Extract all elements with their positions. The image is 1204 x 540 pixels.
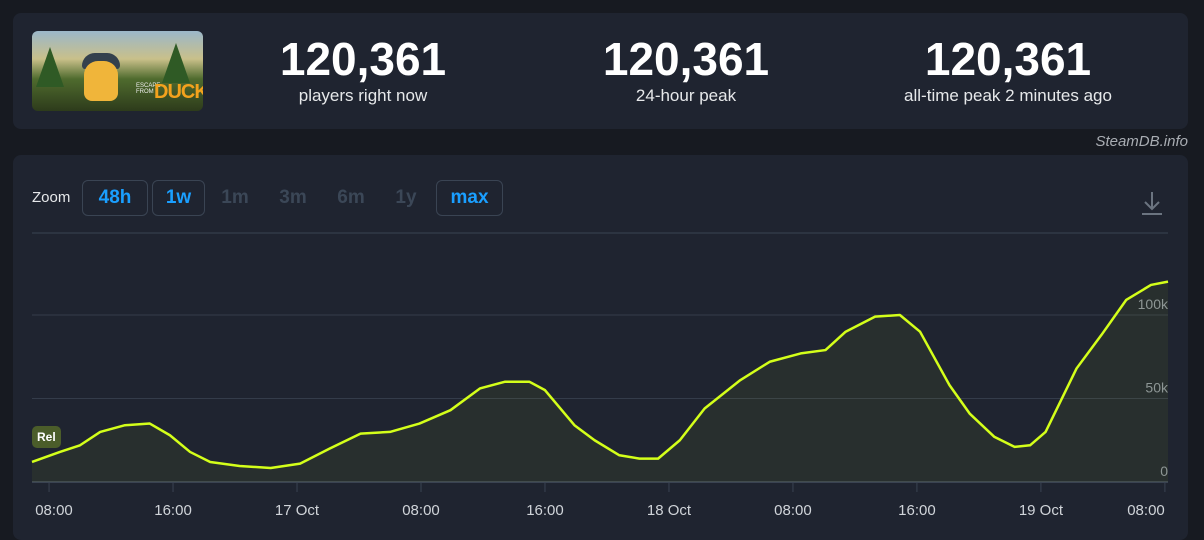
chart-panel — [13, 155, 1188, 540]
stat-24h-peak: 120,361 24-hour peak — [536, 35, 836, 106]
x-tick-label: 08:00 — [774, 502, 812, 519]
stat-label: 24-hour peak — [635, 86, 737, 105]
zoom-button-48h[interactable]: 48h — [82, 180, 148, 216]
logo-prefix: ESCAPE FROM — [136, 83, 161, 95]
stat-current: 120,361 players right now — [213, 35, 513, 106]
zoom-button-1y: 1y — [395, 187, 417, 208]
logo-name: DUCKOV — [154, 81, 203, 103]
x-tick-label: 19 Oct — [1019, 502, 1064, 519]
stats-header: ESCAPE FROM DUCKOV 120,361 players right… — [13, 13, 1188, 129]
x-tick-label: 16:00 — [154, 502, 192, 519]
x-tick-label: 16:00 — [898, 502, 936, 519]
zoom-button-1w[interactable]: 1w — [152, 180, 205, 216]
zoom-button-1m: 1m — [221, 187, 249, 208]
release-flag[interactable]: Rel — [32, 426, 61, 448]
series-line — [31, 280, 1169, 470]
stat-label: players right now — [298, 86, 428, 105]
tree-shape — [36, 47, 64, 87]
y-tick-label: 100k — [1138, 296, 1169, 312]
y-tick-label: 50k — [1145, 380, 1169, 396]
steamdb-credit-link[interactable]: SteamDB.info — [1095, 133, 1188, 150]
x-tick-label: 18 Oct — [647, 502, 692, 519]
stat-all-time-peak: 120,361 all-time peak 2 minutes ago — [858, 35, 1158, 106]
x-tick-label: 16:00 — [526, 502, 564, 519]
stat-value: 120,361 — [602, 33, 770, 85]
zoom-button-3m: 3m — [279, 187, 307, 208]
zoom-button-max[interactable]: max — [436, 180, 503, 216]
tree-shape — [162, 43, 190, 83]
stat-value: 120,361 — [924, 33, 1092, 85]
stat-value: 120,361 — [279, 33, 447, 85]
duck-character — [84, 61, 118, 101]
x-tick-label: 08:00 — [402, 502, 440, 519]
game-logo[interactable]: ESCAPE FROM DUCKOV — [32, 31, 203, 111]
download-icon[interactable] — [1140, 190, 1164, 216]
zoom-button-6m: 6m — [337, 187, 365, 208]
x-tick-label: 08:00 — [1127, 502, 1165, 519]
x-tick-label: 17 Oct — [275, 502, 320, 519]
series-area — [32, 281, 1168, 482]
stat-label: all-time peak 2 minutes ago — [904, 86, 1112, 105]
y-tick-label: 0 — [1160, 463, 1168, 479]
zoom-label: Zoom — [32, 189, 71, 206]
x-tick-label: 08:00 — [35, 502, 73, 519]
